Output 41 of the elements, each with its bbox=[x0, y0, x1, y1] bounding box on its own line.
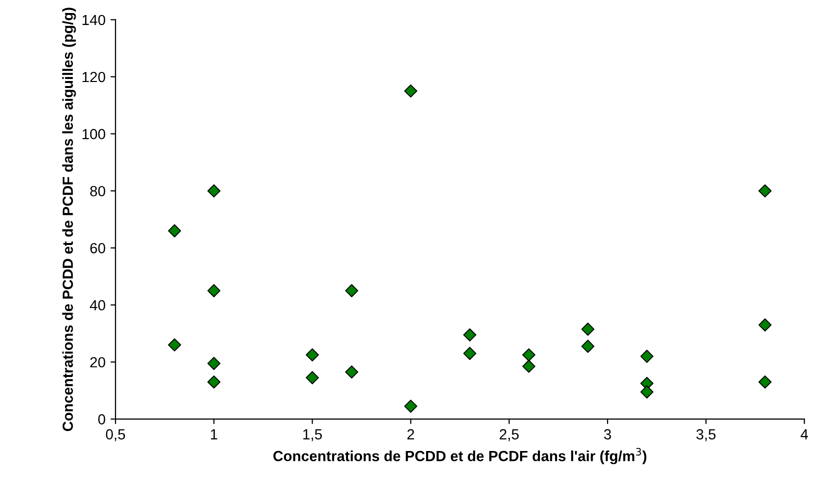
y-axis-title: Concentrations de PCDD et de PCDF dans les aiguilles (pg/g) bbox=[62, 8, 76, 432]
point bbox=[404, 400, 418, 413]
x-tick-label: 4 bbox=[800, 429, 808, 440]
point bbox=[640, 350, 654, 363]
point bbox=[581, 340, 594, 353]
point bbox=[463, 328, 476, 342]
point bbox=[168, 338, 182, 352]
point bbox=[758, 318, 772, 332]
y-tick-label: 40 bbox=[90, 300, 106, 310]
y-tick-label: 140 bbox=[82, 14, 106, 26]
point bbox=[207, 184, 220, 198]
x-tick-label: 0,5 bbox=[106, 429, 126, 442]
y-tick-label: 60 bbox=[90, 243, 106, 254]
y-tick-label: 0 bbox=[98, 414, 106, 424]
x-tick-label: 3 bbox=[604, 429, 611, 440]
point bbox=[306, 348, 319, 362]
point bbox=[522, 360, 536, 373]
point bbox=[404, 84, 418, 98]
point bbox=[758, 184, 772, 198]
point bbox=[207, 356, 220, 370]
point bbox=[168, 224, 182, 238]
y-tick-label: 100 bbox=[82, 128, 106, 140]
point bbox=[463, 346, 476, 360]
point bbox=[306, 371, 319, 384]
x-axis-title: Concentrations de PCDD et de PCDF dans l'air (fg/m$^{3}$) bbox=[273, 448, 646, 464]
x-tick-label: 2 bbox=[407, 429, 414, 440]
point bbox=[758, 375, 772, 389]
x-tick-label: 2,5 bbox=[500, 429, 519, 442]
point bbox=[581, 322, 594, 336]
point bbox=[640, 385, 654, 398]
y-tick-label: 80 bbox=[90, 186, 106, 196]
y-tick-label: 20 bbox=[90, 357, 106, 368]
point bbox=[522, 348, 536, 362]
x-tick-label: 1 bbox=[210, 429, 218, 440]
x-tick-label: 1,5 bbox=[303, 429, 322, 442]
point bbox=[207, 375, 220, 389]
y-tick-label: 120 bbox=[82, 72, 106, 82]
x-tick-label: 3,5 bbox=[696, 429, 716, 442]
point bbox=[345, 284, 358, 298]
point bbox=[207, 284, 220, 298]
point bbox=[345, 365, 358, 379]
